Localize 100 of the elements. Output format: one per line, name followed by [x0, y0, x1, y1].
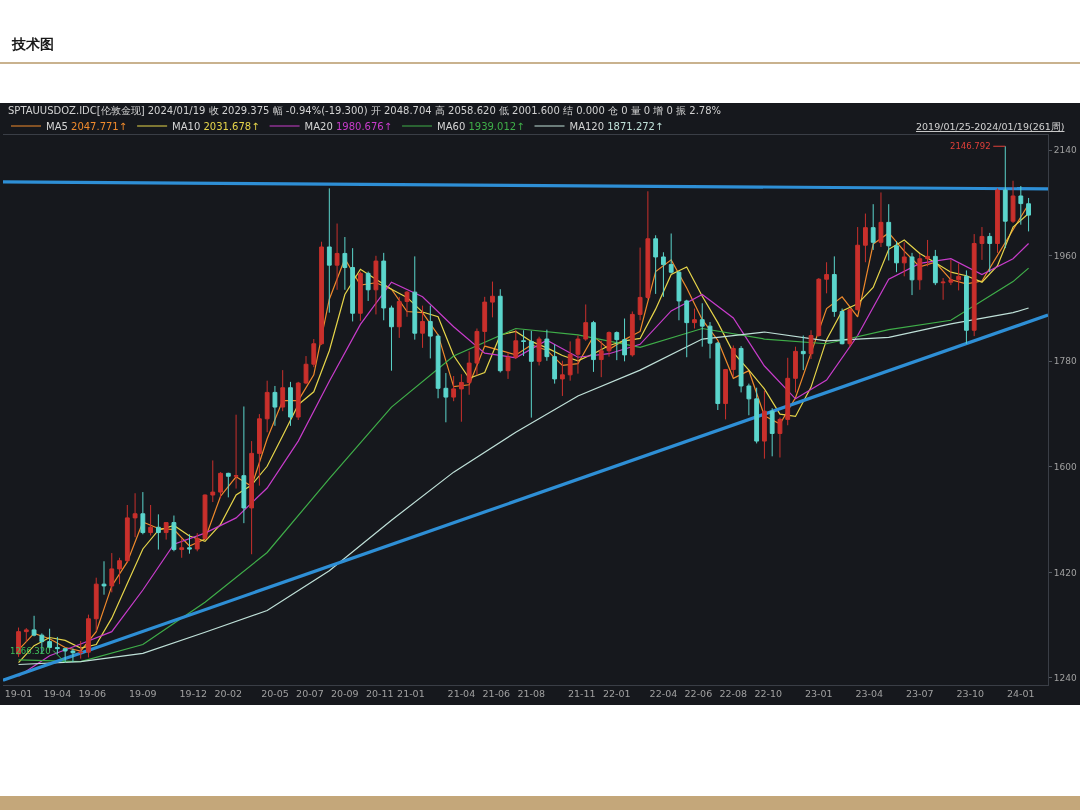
- candlestick: [956, 262, 962, 291]
- x-tick-label: 22-04: [649, 688, 678, 700]
- candlestick: [459, 373, 464, 423]
- candlestick: [490, 281, 495, 318]
- candlestick: [971, 233, 977, 337]
- candlestick: [435, 333, 441, 399]
- candlestick: [831, 255, 837, 318]
- candlestick: [552, 343, 558, 385]
- x-tick-label: 22-08: [719, 688, 748, 700]
- candlestick: [808, 329, 814, 360]
- candlestick: [412, 255, 418, 341]
- x-tick-label: 19-12: [179, 688, 208, 700]
- x-tick-label: 20-02: [214, 688, 243, 700]
- candlestick: [148, 504, 154, 536]
- candlestick: [793, 346, 798, 393]
- chart-title: 技术图: [11, 35, 54, 52]
- candlestick: [365, 271, 371, 302]
- candlestick: [839, 308, 845, 345]
- candlestick: [303, 355, 309, 385]
- candlestick: [155, 513, 161, 551]
- legend-label: MA10 2031.678↑: [172, 120, 260, 132]
- candlestick: [1026, 197, 1031, 232]
- candlestick: [598, 340, 604, 378]
- candlestick: [443, 372, 449, 423]
- legend-label: MA60 1939.012↑: [437, 120, 525, 132]
- candlestick: [684, 299, 690, 358]
- text: SPTAUUSDOZ.IDC[伦敦金现] 2024/01/19 收 2029.375 幅 -0.94%(-19.300) 开 2048.704 高 2058.620 低 2001.600 结 0.000 仓 0 量 0 增 0 振 2.78%: [8, 105, 722, 116]
- candlestick: [894, 240, 899, 273]
- candlestick: [513, 329, 519, 360]
- candlestick: [23, 627, 29, 643]
- candlestick: [847, 308, 853, 348]
- candlestick: [497, 288, 503, 373]
- candlestick: [707, 321, 713, 359]
- annotation: 2146.792: [950, 141, 991, 151]
- candlestick: [948, 259, 954, 286]
- candlestick: [466, 350, 472, 396]
- candlestick: [886, 203, 892, 261]
- candlestick: [855, 226, 861, 311]
- candlestick: [560, 360, 565, 397]
- x-tick-label: 24-01: [1007, 688, 1035, 700]
- candlestick: [575, 335, 581, 375]
- candlestick: [326, 187, 332, 314]
- candlestick: [987, 232, 993, 273]
- x-tick-label: 22-06: [684, 688, 713, 700]
- candlestick: [311, 338, 317, 368]
- candlestick: [357, 271, 363, 322]
- candlestick: [645, 190, 651, 300]
- x-tick-label: 23-07: [906, 688, 934, 700]
- y-tick-label: 1960: [1053, 250, 1077, 261]
- candlestick: [940, 277, 946, 301]
- candlestick: [668, 233, 674, 274]
- x-tick-label: 19-09: [129, 688, 157, 700]
- candlestick: [187, 533, 192, 555]
- candlestick: [676, 270, 682, 321]
- candlestick: [86, 614, 91, 658]
- candlestick: [723, 368, 728, 420]
- candlestick: [427, 305, 433, 359]
- x-tick-label: 22-01: [602, 688, 631, 700]
- candlestick: [528, 330, 534, 419]
- candlestick: [101, 560, 107, 596]
- x-tick-label: 23-01: [805, 688, 833, 700]
- candlestick: [606, 330, 612, 358]
- x-tick-label: 22-10: [754, 688, 783, 700]
- x-tick-label: 21-01: [397, 688, 425, 700]
- candlestick: [350, 247, 356, 322]
- candlestick: [319, 241, 324, 346]
- x-tick-label: 19-06: [78, 688, 107, 700]
- y-tick-label: 1420: [1053, 567, 1077, 578]
- candlestick: [544, 329, 550, 362]
- candlestick: [124, 504, 130, 563]
- candlestick: [521, 329, 526, 357]
- candlestick: [194, 532, 200, 552]
- candlestick: [381, 252, 387, 321]
- candlestick: [241, 405, 247, 524]
- candlestick: [288, 381, 293, 427]
- legend-label: MA5 2047.771↑: [46, 120, 128, 132]
- x-tick-label: 23-04: [855, 688, 884, 700]
- x-tick-label: 19-01: [4, 688, 33, 700]
- candlestick: [54, 636, 60, 655]
- x-tick-label: 23-10: [956, 688, 985, 700]
- candlestick: [373, 255, 379, 315]
- candlestick: [979, 226, 985, 261]
- candlestick: [70, 648, 76, 663]
- candlestick: [754, 387, 760, 444]
- candlestick: [878, 191, 884, 248]
- candlestick: [451, 375, 457, 402]
- candlestick: [218, 471, 223, 499]
- text: 2019/01/25-2024/01/19(261周): [916, 121, 1065, 132]
- candlestick: [1018, 185, 1024, 226]
- candlestick: [420, 305, 425, 349]
- y-tick-label: 1780: [1053, 356, 1077, 367]
- candlestick: [256, 413, 262, 487]
- candlestick: [505, 352, 511, 380]
- candlestick: [769, 407, 775, 457]
- candlestick: [536, 336, 542, 366]
- candlestick: [715, 341, 721, 411]
- candlestick: [93, 577, 99, 632]
- candlestick: [295, 381, 301, 421]
- x-tick-label: 21-11: [568, 688, 596, 700]
- legend-label: MA120 1871.272↑: [569, 120, 664, 132]
